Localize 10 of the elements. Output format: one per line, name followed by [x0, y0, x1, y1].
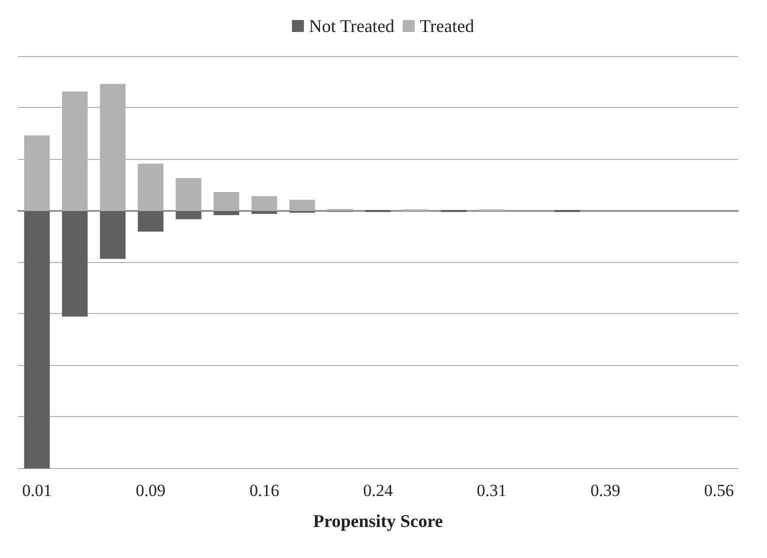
legend-label: Treated [420, 16, 474, 36]
x-tick-label: 0.09 [136, 481, 166, 500]
x-tick-label: 0.39 [590, 481, 620, 500]
x-axis-title: Propensity Score [313, 511, 443, 531]
x-tick-label: 0.01 [22, 481, 52, 500]
x-tick-label: 0.31 [476, 481, 507, 500]
legend-label: Not Treated [308, 16, 394, 36]
x-tick-label: 0.16 [249, 481, 280, 500]
x-tick-label: 0.56 [704, 481, 734, 500]
x-tick-label: 0.24 [363, 481, 394, 500]
